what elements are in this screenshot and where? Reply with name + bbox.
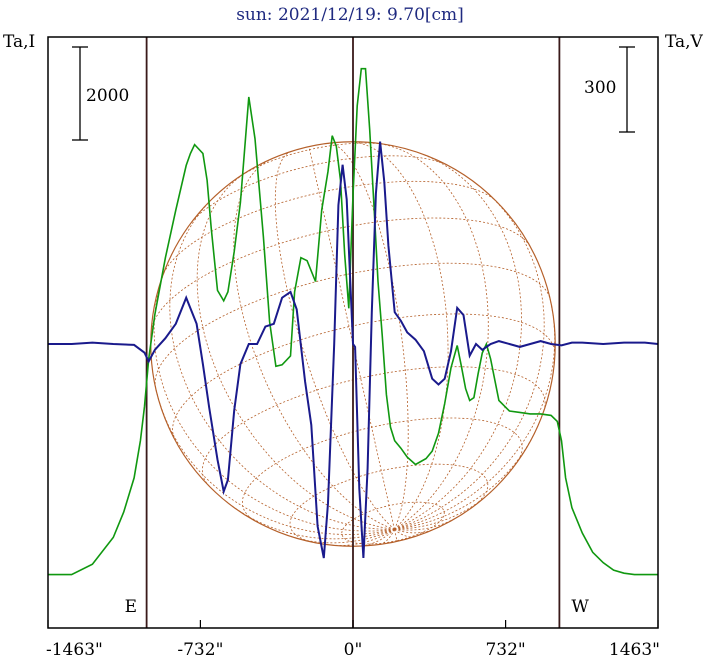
- left-axis-label: Ta,I: [3, 32, 35, 52]
- disk-latitude-line: [289, 463, 489, 544]
- scale-bar-left: 2000: [72, 46, 129, 141]
- disk-longitude-line: [360, 529, 395, 547]
- x-tick-label: 732": [485, 640, 525, 660]
- disk-latitude-line: [191, 155, 447, 223]
- disk-longitude-line: [290, 529, 395, 544]
- disk-longitude-line: [394, 529, 398, 542]
- disk-longitude-line: [394, 192, 545, 530]
- chart-title: sun: 2021/12/19: 9.70[cm]: [236, 5, 464, 25]
- scale-bar-left-label: 2000: [86, 86, 129, 106]
- x-tick-label: 0": [344, 640, 363, 660]
- disk-longitude-line: [153, 263, 395, 532]
- disk-longitude-line: [226, 501, 395, 540]
- scale-bar-right: 300: [584, 46, 635, 133]
- disk-longitude-line: [394, 154, 522, 530]
- disk-longitude-line: [233, 159, 395, 530]
- disk-longitude-line: [381, 143, 489, 530]
- disk-longitude-line: [394, 299, 556, 530]
- disk-longitude-line: [308, 146, 395, 530]
- disk-longitude-line: [381, 529, 395, 545]
- x-tick-label: 1463": [609, 640, 660, 660]
- right-axis-label: Ta,V: [665, 32, 704, 52]
- disk-latitude-line: [163, 180, 495, 274]
- disk-longitude-line: [169, 202, 395, 530]
- disk-latitude-line: [242, 417, 523, 522]
- disk-latitude-line: [341, 501, 445, 545]
- disk-latitude-line: [154, 262, 551, 389]
- x-axis-ticks: -1463" -732" 0" 732" 1463": [46, 620, 660, 660]
- polarization-curve: [48, 141, 658, 559]
- disk-latitude-line: [150, 217, 531, 332]
- disk-longitude-line: [394, 491, 492, 530]
- x-tick-label: -1463": [46, 640, 103, 660]
- solar-disk-grid: [150, 141, 556, 547]
- disk-longitude-line: [274, 151, 395, 530]
- disk-longitude-line: [196, 174, 395, 530]
- disk-longitude-line: [394, 432, 536, 530]
- disk-longitude-line: [394, 529, 432, 534]
- disk-longitude-line: [394, 529, 413, 538]
- scale-bar-right-label: 300: [584, 78, 616, 98]
- disk-latitude-line: [202, 366, 546, 487]
- disk-longitude-line: [327, 143, 409, 530]
- disk-longitude-line: [155, 388, 395, 535]
- x-tick-label: -732": [177, 640, 223, 660]
- limb-label-e: E: [125, 597, 137, 617]
- disk-latitude-line: [238, 142, 386, 178]
- intensity-curve: [48, 67, 658, 576]
- disk-latitude-line: [172, 313, 556, 439]
- limb-label-w: W: [571, 597, 589, 617]
- disk-longitude-line: [349, 141, 449, 530]
